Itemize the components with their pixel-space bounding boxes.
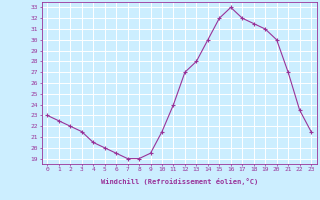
X-axis label: Windchill (Refroidissement éolien,°C): Windchill (Refroidissement éolien,°C) bbox=[100, 178, 258, 185]
